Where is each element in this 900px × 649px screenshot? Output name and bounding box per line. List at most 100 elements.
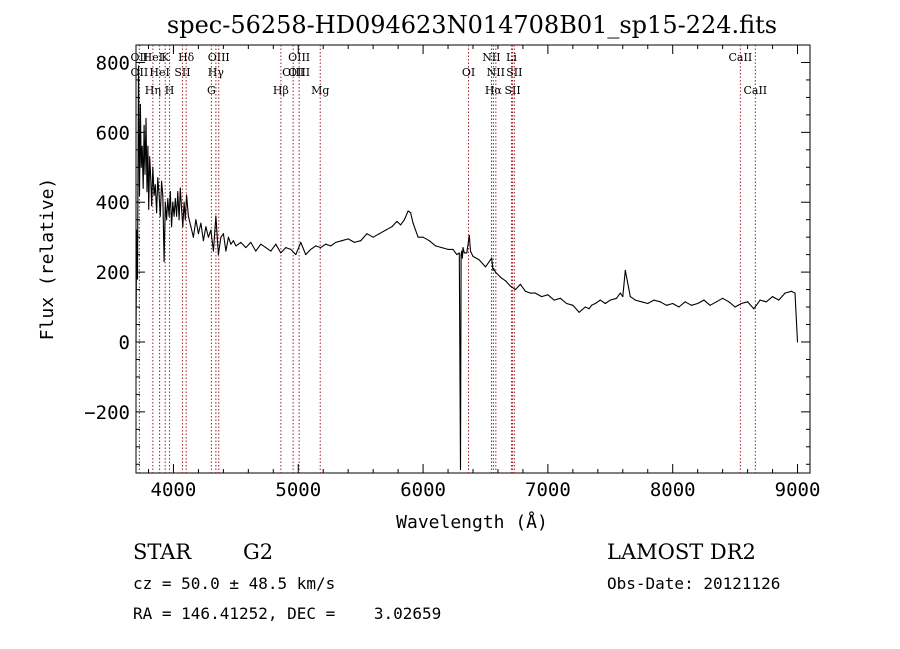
spectrum-point [162, 194, 164, 196]
spectrum-point [169, 191, 171, 193]
emission-line-label-9: G [207, 84, 216, 97]
spectrum-point [524, 290, 526, 292]
spectrum-point [164, 201, 166, 203]
spectrum-point [171, 226, 173, 228]
spectrum-point [684, 301, 686, 303]
spectrum-point [459, 468, 462, 471]
emission-line-label-25: CaII [743, 84, 767, 97]
spectrum-point [215, 215, 217, 217]
spectrum-point [280, 252, 282, 254]
spectrum-point [499, 276, 502, 278]
spectrum-point [417, 236, 419, 238]
emission-line-label-15: OIII [288, 66, 310, 79]
spectrum-point [143, 124, 145, 126]
spectrum-point [217, 254, 219, 256]
emission-line-label-20: NII [487, 66, 505, 79]
spectrum-point [599, 299, 601, 301]
spectrum-point [794, 292, 796, 294]
spectrum-point [772, 296, 774, 298]
spectrum-point [159, 215, 161, 217]
spectrum-point [629, 296, 631, 298]
emission-line-label-1: OII [131, 66, 149, 79]
survey-name: LAMOST DR2 [607, 540, 756, 564]
spectrum-point [640, 301, 643, 303]
spectrum-point [728, 301, 730, 303]
spectrum-point [190, 226, 192, 228]
spectrum-point [140, 166, 142, 168]
spectrum-point [478, 259, 480, 261]
spectrum-point [330, 245, 332, 247]
spectrum-point [151, 205, 153, 207]
spectrum-point [647, 302, 649, 305]
y-tick-label: 200 [96, 262, 130, 284]
spectrum-point [156, 212, 158, 214]
spectrum-point [179, 187, 181, 189]
spectrum-point [205, 226, 207, 228]
spectrum-point [335, 241, 337, 243]
y-tick-label: 800 [96, 52, 130, 74]
spectrum-point [559, 297, 561, 299]
spectrum-point [734, 306, 736, 308]
spectrum-point [147, 145, 149, 147]
spectrum-point [463, 252, 465, 254]
spectrum-point [275, 243, 277, 245]
spectrum-point [740, 302, 742, 305]
y-axis-label: Flux (relative) [37, 178, 58, 341]
spectrum-point [235, 245, 237, 247]
spectrum-point [428, 240, 430, 242]
spectrum-point [553, 299, 555, 301]
spectrum-point [200, 222, 202, 224]
spectrum-point [659, 301, 661, 303]
spectrum-point [230, 243, 232, 245]
spectrum-point [285, 247, 287, 249]
emission-line-label-3: HeI [143, 51, 163, 64]
spectrum-point [653, 299, 655, 301]
y-tick-label: −200 [84, 402, 130, 424]
spectrum-point [765, 301, 767, 303]
spectrum-point [178, 219, 180, 221]
spectrum-point [435, 245, 437, 247]
spectrum-point [458, 252, 460, 254]
spectrum-point [572, 304, 574, 306]
emission-line-label-24: CaII [729, 51, 753, 64]
spectrum-point [154, 184, 156, 186]
x-tick-label: 7000 [525, 479, 571, 501]
spectrum-point [519, 283, 521, 285]
redshift-info: cz = 50.0 ± 48.5 km/s [133, 574, 335, 593]
spectrum-point [422, 236, 424, 238]
spectrum-point [460, 254, 462, 256]
spectrum-point [578, 311, 580, 313]
spectrum-point [441, 247, 443, 249]
spectrum-point [504, 280, 507, 282]
x-axis-ticks: 4000 5000 6000 7000 8000 9000 [147, 45, 821, 501]
spectrum-point [534, 292, 536, 294]
spectrum-point [142, 187, 144, 189]
spectrum-point [300, 241, 302, 243]
emission-line-label-2: Hη [145, 84, 161, 97]
spectrum-point [566, 302, 568, 305]
spectrum-point [462, 247, 464, 249]
spectrum-point [547, 294, 549, 296]
emission-line-label-8: Hδ [178, 51, 195, 64]
spectrum-point [529, 292, 531, 294]
spectrum-point [145, 117, 147, 119]
spectrum-point [415, 229, 417, 231]
emission-line-label-18: NII [482, 51, 500, 64]
coordinates-info: RA = 146.41252, DEC = 3.02659 [133, 604, 441, 623]
spectrum-point [759, 299, 761, 301]
spectrum-point [514, 289, 516, 291]
spectrum-point [619, 292, 621, 294]
spectrum-point [491, 257, 493, 259]
spectrum-point [136, 278, 139, 280]
spectrum-point [157, 177, 159, 179]
spectrum-point [139, 103, 141, 105]
spectrum-point [136, 229, 138, 231]
x-tick-label: 9000 [775, 479, 821, 501]
spectrum-point [232, 240, 234, 242]
spectrum-point [225, 250, 227, 252]
spectrum-point [141, 145, 143, 147]
spectrum-point [184, 219, 186, 221]
spectrum-point [472, 255, 474, 257]
spectrum-line-series-0 [135, 65, 799, 471]
spectrum-point [494, 271, 497, 273]
